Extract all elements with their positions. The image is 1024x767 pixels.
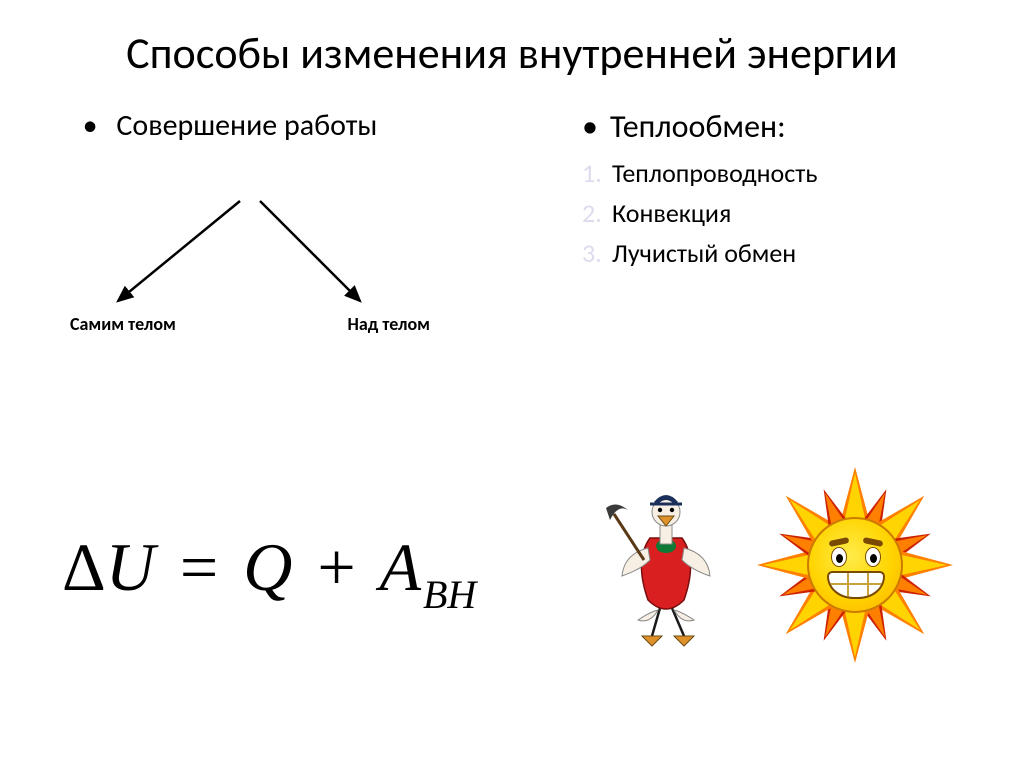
branch-labels: Самим телом Над телом [70, 313, 430, 335]
left-column: • Совершение работы Самим телом Над тело… [0, 107, 512, 274]
heat-transfer-list: Теплопроводность Конвекция Лучистый обме… [542, 153, 1024, 274]
right-column: Теплообмен: Теплопроводность Конвекция Л… [512, 107, 1024, 274]
formula: ΔU = Q + ABH [62, 528, 476, 618]
list-item: Лучистый обмен [612, 233, 1024, 273]
left-heading: • Совершение работы [0, 107, 512, 145]
formula-plus: + [309, 529, 363, 605]
content-columns: • Совершение работы Самим телом Над тело… [0, 107, 1024, 274]
list-item: Конвекция [612, 193, 1024, 233]
branch-arrows-icon [90, 197, 410, 317]
formula-delta: Δ [62, 529, 106, 605]
formula-Q: Q [243, 529, 292, 605]
formula-A: A [379, 529, 421, 605]
formula-eq: = [172, 529, 226, 605]
branch-label-self: Самим телом [70, 313, 176, 335]
right-heading: Теплообмен: [610, 107, 1024, 147]
duck-icon [600, 490, 730, 650]
formula-sub: BH [421, 572, 476, 617]
branch-label-over: Над телом [348, 313, 430, 335]
list-item: Теплопроводность [612, 153, 1024, 193]
formula-U: U [106, 529, 155, 605]
left-heading-text: Совершение работы [116, 107, 377, 144]
page-title: Способы изменения внутренней энергии [0, 0, 1024, 79]
sun-icon [760, 470, 950, 660]
